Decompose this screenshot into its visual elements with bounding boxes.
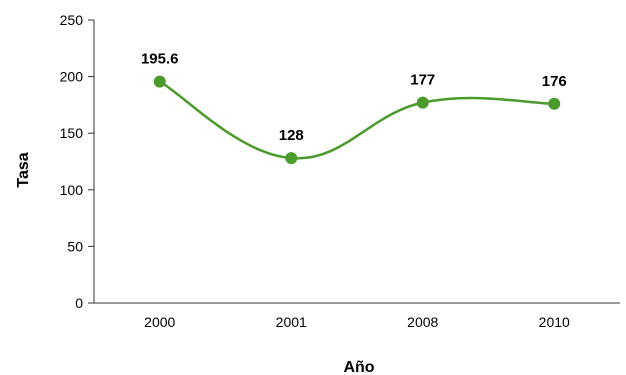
x-tick-labels: 2000 2001 2008 2010 <box>144 314 570 330</box>
y-axis-title: Tasa <box>15 152 32 187</box>
data-point <box>153 75 166 88</box>
data-points <box>153 75 561 165</box>
x-tick-label: 2010 <box>539 314 570 330</box>
data-label: 176 <box>542 73 567 90</box>
y-tick-label: 250 <box>60 12 84 28</box>
data-label: 195.6 <box>141 51 179 68</box>
y-tick-label: 200 <box>60 69 84 85</box>
x-tick-label: 2001 <box>276 314 307 330</box>
y-tick-label: 50 <box>67 238 83 254</box>
x-tick-label: 2008 <box>407 314 438 330</box>
series-line <box>159 80 555 160</box>
x-tick-label: 2000 <box>144 314 175 330</box>
x-axis-title: Año <box>343 359 374 375</box>
data-label: 128 <box>279 127 304 144</box>
data-labels: 195.6 128 177 176 <box>141 51 567 145</box>
y-tick-label: 0 <box>75 295 83 311</box>
data-point <box>416 96 429 109</box>
data-label: 177 <box>410 72 435 89</box>
data-point <box>548 97 561 110</box>
y-tick-label: 100 <box>60 182 84 198</box>
y-tick-labels: 0 50 100 150 200 250 <box>60 12 94 311</box>
y-tick-label: 150 <box>60 125 84 141</box>
data-point <box>285 152 298 165</box>
axes <box>93 20 620 304</box>
